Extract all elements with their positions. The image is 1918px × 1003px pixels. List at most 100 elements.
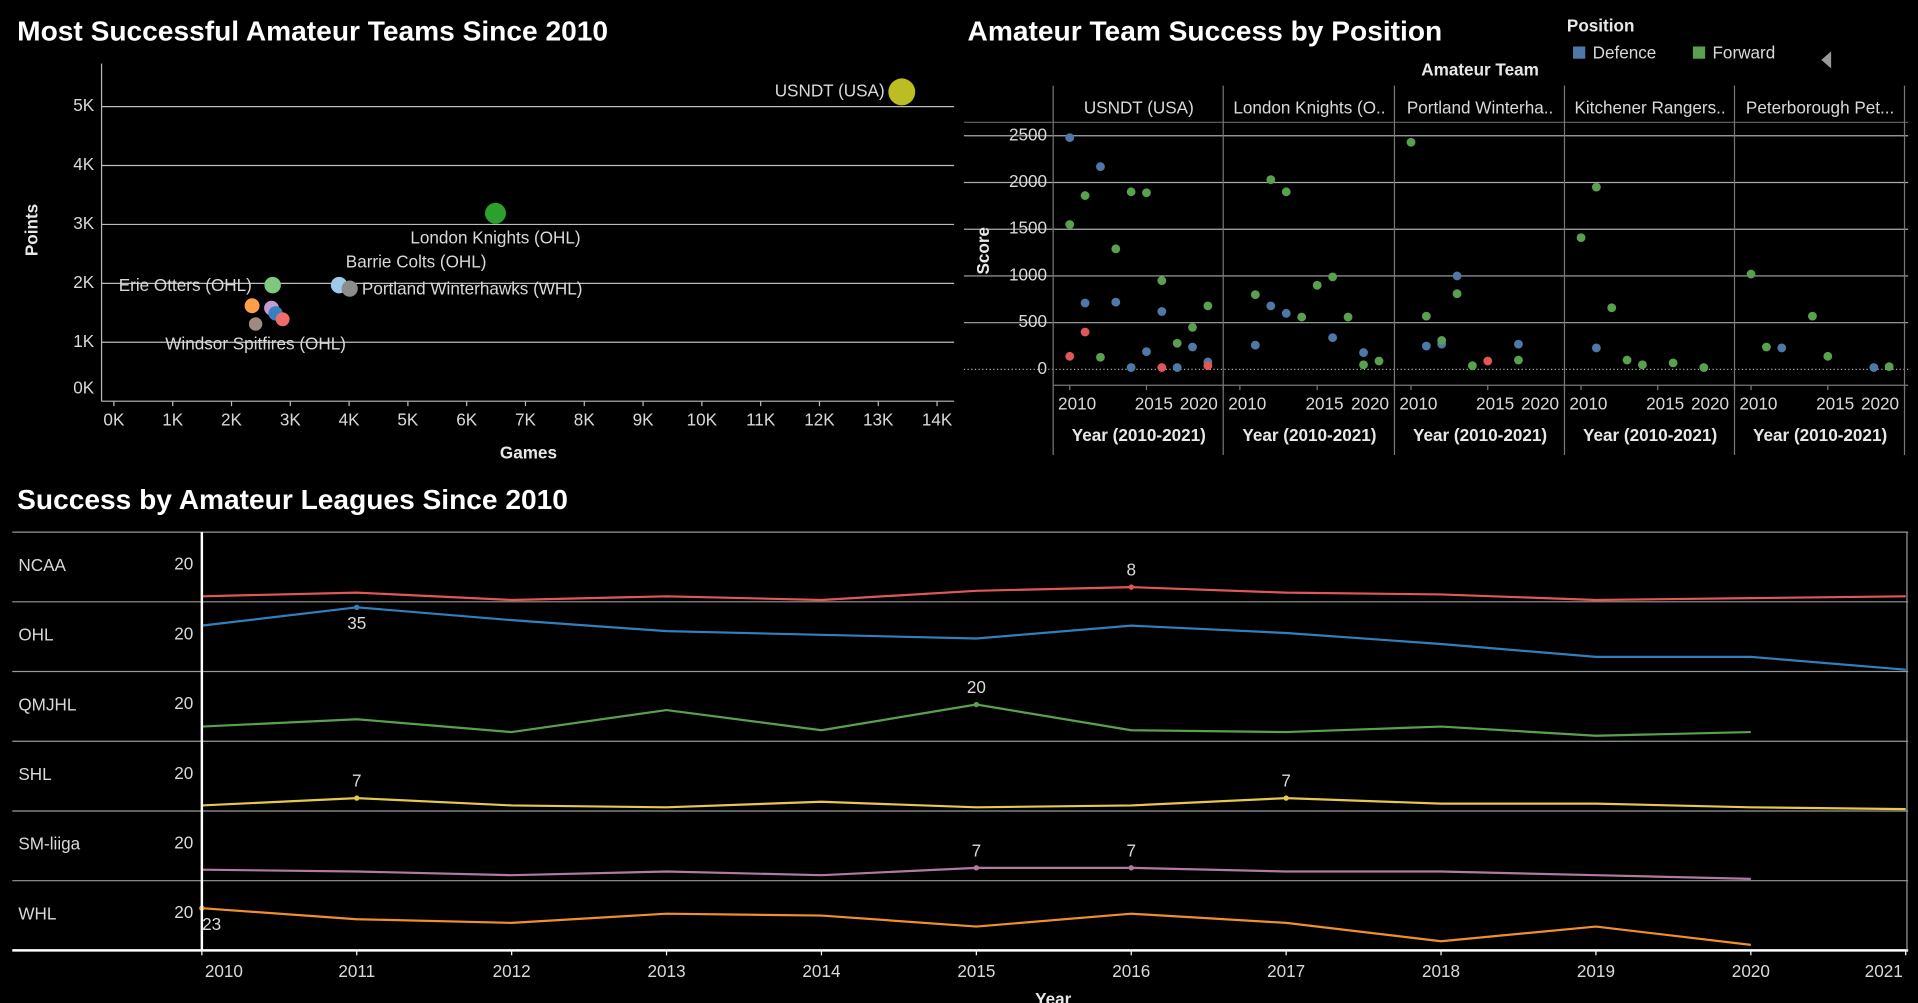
- y-tick-label: 20: [174, 903, 193, 922]
- facet-name: London Knights (O..: [1233, 98, 1385, 117]
- point-label: London Knights (OHL): [410, 228, 580, 247]
- point: [1762, 342, 1771, 352]
- x-tick-label: 2015: [1816, 394, 1854, 413]
- x-tick-label: 2015: [1646, 394, 1684, 413]
- point: [1452, 271, 1462, 281]
- point: [1514, 339, 1523, 349]
- point: [1607, 303, 1617, 313]
- point: [1467, 361, 1477, 371]
- facet-header: Amateur Team: [1421, 60, 1539, 79]
- x-tick-label: 12K: [804, 410, 835, 429]
- x-tick-label: 2015: [1476, 394, 1514, 413]
- point: [1622, 355, 1632, 365]
- x-tick-label: 2012: [493, 962, 531, 981]
- labeled-point: [354, 604, 360, 610]
- point: [1328, 272, 1338, 282]
- x-tick-label: 4K: [339, 410, 361, 429]
- point: [1297, 312, 1307, 322]
- point: [1884, 362, 1894, 372]
- x-tick-label: 2010: [1569, 394, 1607, 413]
- point: [1157, 276, 1167, 286]
- x-tick-label: 2020: [1691, 394, 1729, 413]
- point: [248, 317, 263, 331]
- point: [1483, 356, 1493, 366]
- chart-title: Amateur Team Success by Position: [968, 15, 1443, 46]
- point: [1250, 290, 1260, 300]
- point: [1312, 280, 1322, 290]
- point: [1080, 298, 1090, 308]
- point: [1514, 355, 1523, 365]
- legend-label: Forward: [1712, 43, 1775, 62]
- labeled-point: [973, 865, 980, 871]
- x-tick-label: 2020: [1521, 394, 1559, 413]
- point: [1172, 338, 1182, 348]
- x-tick-label: 2021: [1865, 962, 1903, 981]
- point: [1359, 360, 1368, 370]
- y-axis-label: Score: [974, 227, 993, 275]
- collapse-arrow[interactable]: [1821, 51, 1832, 69]
- y-tick-label: 0K: [73, 378, 95, 397]
- series-line: [201, 907, 1751, 946]
- x-tick-label: 2020: [1732, 962, 1770, 981]
- x-axis-label: Year (2010-2021): [1413, 426, 1547, 445]
- point-label: Windsor Spitfires (OHL): [165, 334, 346, 353]
- data-label: 8: [1126, 561, 1136, 580]
- y-axis-label: Points: [23, 204, 42, 256]
- point: [1591, 343, 1601, 353]
- point: [1281, 308, 1291, 318]
- x-tick-label: 2010: [1399, 394, 1437, 413]
- point: [1111, 297, 1121, 307]
- point: [1203, 301, 1213, 311]
- x-tick-label: 2020: [1351, 394, 1389, 413]
- point-label: Barrie Colts (OHL): [346, 253, 487, 272]
- x-tick-label: 14K: [922, 410, 953, 429]
- point: [1421, 341, 1431, 351]
- point: [1638, 360, 1647, 370]
- x-tick-label: 2010: [1228, 394, 1266, 413]
- point: [1421, 311, 1431, 321]
- y-tick-label: 2500: [1009, 125, 1047, 144]
- x-tick-label: 2015: [1305, 394, 1343, 413]
- y-tick-label: 2000: [1009, 172, 1047, 191]
- row-label: OHL: [18, 626, 53, 645]
- point: [1126, 187, 1136, 197]
- point: [1266, 175, 1276, 185]
- legend-swatch: [1573, 46, 1586, 59]
- point: [1266, 301, 1276, 311]
- x-tick-label: 2010: [1739, 394, 1777, 413]
- series-line: [201, 606, 1906, 671]
- row-label: NCAA: [18, 556, 66, 575]
- chart-title: Success by Amateur Leagues Since 2010: [17, 484, 568, 515]
- point: [1065, 220, 1075, 229]
- y-tick-label: 2K: [73, 273, 95, 292]
- x-axis-label: Year (2010-2021): [1753, 426, 1887, 445]
- x-tick-label: 8K: [574, 410, 596, 429]
- x-tick-label: 2016: [1112, 962, 1150, 981]
- facet-name: Kitchener Rangers..: [1574, 98, 1725, 117]
- data-label: 7: [1281, 772, 1291, 791]
- x-tick-label: 2015: [957, 962, 995, 981]
- legend-swatch: [1692, 46, 1706, 59]
- x-tick-label: 1K: [162, 410, 184, 429]
- x-tick-label: 2011: [338, 962, 375, 981]
- point: [244, 298, 260, 314]
- data-label: 35: [347, 614, 366, 633]
- point: [1343, 312, 1353, 322]
- x-tick-label: 2019: [1577, 962, 1615, 981]
- x-tick-label: 9K: [633, 410, 655, 429]
- x-tick-label: 0K: [103, 410, 125, 429]
- y-tick-label: 0: [1038, 359, 1048, 378]
- x-tick-label: 2020: [1180, 394, 1218, 413]
- point: [1359, 348, 1368, 357]
- point: [1157, 363, 1167, 372]
- facet-name: USNDT (USA): [1084, 98, 1194, 117]
- x-tick-label: 2010: [1058, 394, 1096, 413]
- row-label: SM-liiga: [18, 835, 80, 854]
- series-line: [201, 586, 1906, 602]
- point: [1126, 363, 1136, 372]
- point: [1188, 342, 1197, 352]
- y-tick-label: 5K: [73, 96, 95, 115]
- point: [1142, 347, 1151, 357]
- point: [1172, 363, 1182, 372]
